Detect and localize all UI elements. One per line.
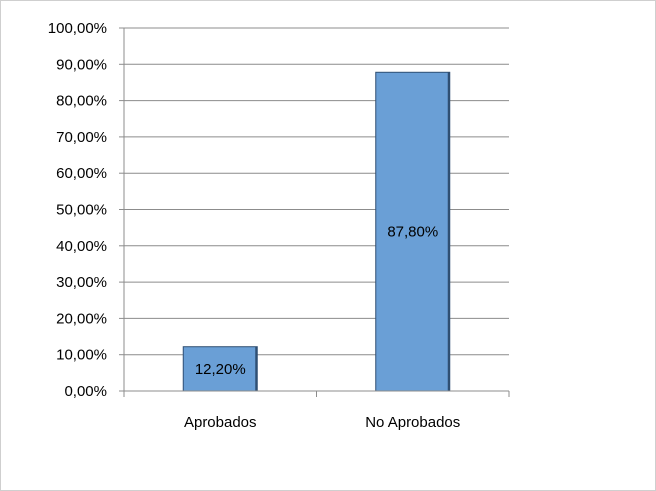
x-category-label: Aprobados bbox=[184, 414, 257, 431]
y-tick-labels: 0,00% 10,00% 20,00% 30,00% 40,00% 50,00% 60,00… bbox=[48, 20, 107, 400]
data-label: 12,20% bbox=[195, 361, 246, 378]
bar bbox=[375, 71, 451, 392]
x-category-label: No Aprobados bbox=[365, 414, 460, 431]
y-tick-label: 70,00% bbox=[56, 129, 107, 146]
y-tick-label: 30,00% bbox=[56, 274, 107, 291]
data-label: 87,80% bbox=[387, 224, 438, 241]
data-labels: 12,20% 87,80% bbox=[195, 224, 438, 378]
x-category-labels: Aprobados No Aprobados bbox=[184, 414, 460, 431]
y-tick-label: 80,00% bbox=[56, 93, 107, 110]
y-tick-label: 40,00% bbox=[56, 238, 107, 255]
y-tick-label: 10,00% bbox=[56, 347, 107, 364]
y-tick-label: 50,00% bbox=[56, 202, 107, 219]
y-tick-label: 60,00% bbox=[56, 165, 107, 182]
y-tick-label: 20,00% bbox=[56, 310, 107, 327]
axes bbox=[119, 27, 510, 397]
y-tick-label: 100,00% bbox=[48, 20, 107, 37]
gridlines bbox=[124, 27, 509, 356]
y-tick-label: 0,00% bbox=[64, 383, 107, 400]
y-tick-label: 90,00% bbox=[56, 56, 107, 73]
bars bbox=[182, 71, 451, 392]
